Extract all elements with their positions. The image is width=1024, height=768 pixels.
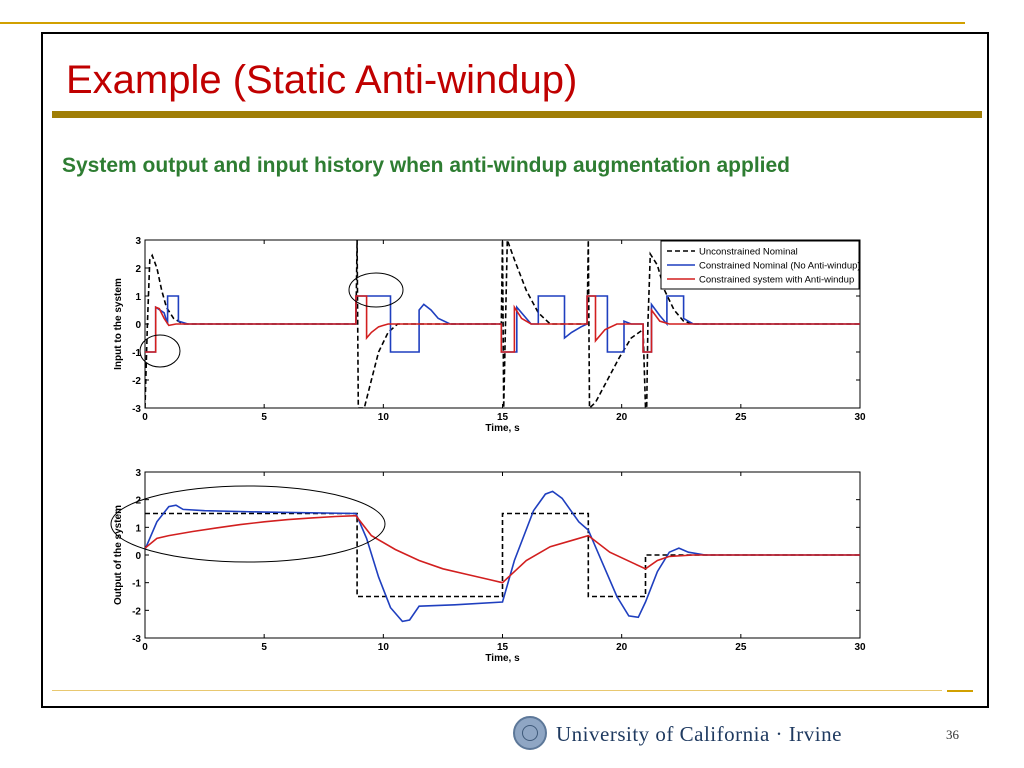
y-tick-label: -1 — [132, 579, 141, 590]
university-logo-text: University of California · Irvine — [556, 722, 842, 746]
x-tick-label: 5 — [261, 412, 267, 423]
legend-entry: Constrained Nominal (No Anti-windup) — [699, 261, 861, 272]
page-number: 36 — [946, 727, 959, 742]
top-rule — [0, 22, 965, 24]
slide-frame — [41, 32, 989, 708]
x-tick-label: 25 — [735, 412, 747, 423]
x-tick-label: 15 — [497, 642, 509, 653]
slide-subtitle: System output and input history when ant… — [62, 154, 790, 177]
bottom-rule — [52, 690, 942, 691]
y-tick-label: -1 — [132, 348, 141, 359]
chart-1: 0 5 10 15 20 25 30 -3 -2 -1 0 1 2 3 Time, s Input to th… — [113, 236, 866, 434]
y-tick-label: 0 — [135, 320, 141, 331]
x-tick-label: 0 — [142, 642, 148, 653]
legend-entry: Unconstrained Nominal — [699, 247, 798, 258]
x-tick-label: 30 — [854, 412, 866, 423]
y-tick-label: 2 — [135, 264, 141, 275]
x-tick-label: 5 — [261, 642, 267, 653]
series-line-3 — [145, 295, 860, 353]
y-tick-label: 0 — [135, 551, 141, 562]
title-rule — [52, 111, 982, 118]
y-axis-label: Input to the system — [113, 278, 124, 370]
x-tick-label: 15 — [497, 412, 509, 423]
series-line-1 — [145, 512, 860, 598]
annotation-ellipse — [110, 485, 386, 563]
x-axis-label: Time, s — [485, 653, 520, 664]
legend: Unconstrained Nominal Constrained Nominal… — [660, 240, 861, 290]
annotation-ellipse — [348, 272, 404, 308]
y-tick-label: -2 — [132, 376, 141, 387]
series-line-3 — [145, 514, 860, 584]
x-tick-label: 25 — [735, 642, 747, 653]
x-tick-label: 20 — [616, 642, 628, 653]
bottom-rule-accent — [947, 690, 973, 692]
y-tick-label: 3 — [135, 236, 141, 247]
y-tick-label: -3 — [132, 404, 141, 415]
x-tick-label: 30 — [854, 642, 866, 653]
x-tick-label: 10 — [378, 412, 390, 423]
x-tick-label: 0 — [142, 412, 148, 423]
y-tick-label: -2 — [132, 606, 141, 617]
y-tick-label: 3 — [135, 468, 141, 479]
series-line-1 — [145, 240, 860, 408]
slide-title: Example (Static Anti-windup) — [66, 58, 578, 102]
y-axis-label: Output of the system — [113, 505, 124, 605]
y-tick-label: 1 — [135, 523, 141, 534]
x-axis-label: Time, s — [485, 423, 520, 434]
x-tick-label: 20 — [616, 412, 628, 423]
x-tick-label: 10 — [378, 642, 390, 653]
series-line-2 — [145, 490, 860, 623]
legend-entry: Constrained system with Anti-windup — [699, 275, 854, 286]
annotation-ellipse — [139, 334, 181, 368]
y-tick-label: 1 — [135, 292, 141, 303]
university-seal-icon — [513, 716, 547, 750]
y-tick-label: -3 — [132, 634, 141, 645]
